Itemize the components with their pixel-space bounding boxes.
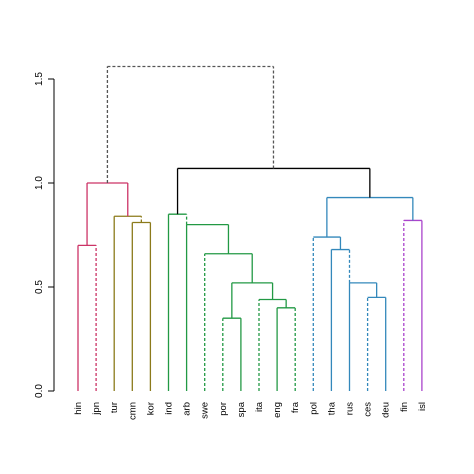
- y-axis: 0.0 0.5 1.0 1.5: [34, 72, 55, 398]
- dendrogram-link: [113, 215, 143, 391]
- leaf-label-rus: rus: [345, 402, 356, 415]
- dendrogram-link: [403, 219, 423, 391]
- leaf-label-por: por: [218, 402, 229, 416]
- dendrogram-link: [185, 223, 230, 391]
- y-tick-label: 1.5: [34, 72, 45, 86]
- leaf-label-hin: hin: [73, 402, 84, 415]
- leaf-label-jpn: jpn: [91, 402, 102, 416]
- leaf-label-arb: arb: [182, 402, 193, 416]
- dendrogram-link: [222, 317, 242, 391]
- leaf-label-cmn: cmn: [127, 402, 138, 420]
- dendrogram-link: [276, 307, 296, 391]
- y-tick-label: 1.0: [34, 176, 45, 190]
- dendrogram-link: [330, 248, 351, 391]
- leaf-label-ces: ces: [363, 402, 374, 417]
- dendrogram-link: [176, 167, 371, 215]
- dendrogram-link: [366, 296, 387, 391]
- leaf-label-tur: tur: [109, 402, 120, 413]
- leaf-label-deu: deu: [381, 402, 392, 418]
- leaf-label-eng: eng: [272, 402, 283, 418]
- y-tick-label: 0.5: [34, 280, 45, 294]
- leaf-label-isl: isl: [417, 402, 428, 411]
- dendrogram-link: [131, 221, 152, 391]
- dendrogram-link: [204, 253, 253, 391]
- leaf-label-ind: ind: [164, 402, 175, 415]
- dendrogram-link: [77, 244, 97, 391]
- dendrogram-link: [231, 282, 274, 319]
- leaf-labels: hin jpn tur cmn kor ind arb swe por spa ita eng fra p…: [73, 401, 428, 420]
- dendrogram-link: [312, 236, 342, 391]
- leaf-label-fin: fin: [399, 402, 410, 412]
- dendrogram-links: [77, 65, 423, 391]
- leaf-label-spa: spa: [236, 401, 247, 417]
- dendrogram-link: [348, 282, 378, 391]
- dendrogram-link: [86, 182, 129, 246]
- leaf-label-pol: pol: [308, 402, 319, 415]
- leaf-label-swe: swe: [200, 402, 211, 419]
- dendrogram-link: [326, 196, 414, 238]
- dendrogram-link: [106, 65, 275, 183]
- dendrogram-link: [258, 298, 287, 391]
- leaf-label-kor: kor: [145, 402, 156, 415]
- leaf-label-tha: tha: [326, 401, 337, 415]
- dendrogram-link: [167, 213, 188, 391]
- y-tick-label: 0.0: [34, 384, 45, 398]
- leaf-label-ita: ita: [254, 401, 265, 412]
- leaf-label-fra: fra: [290, 401, 301, 413]
